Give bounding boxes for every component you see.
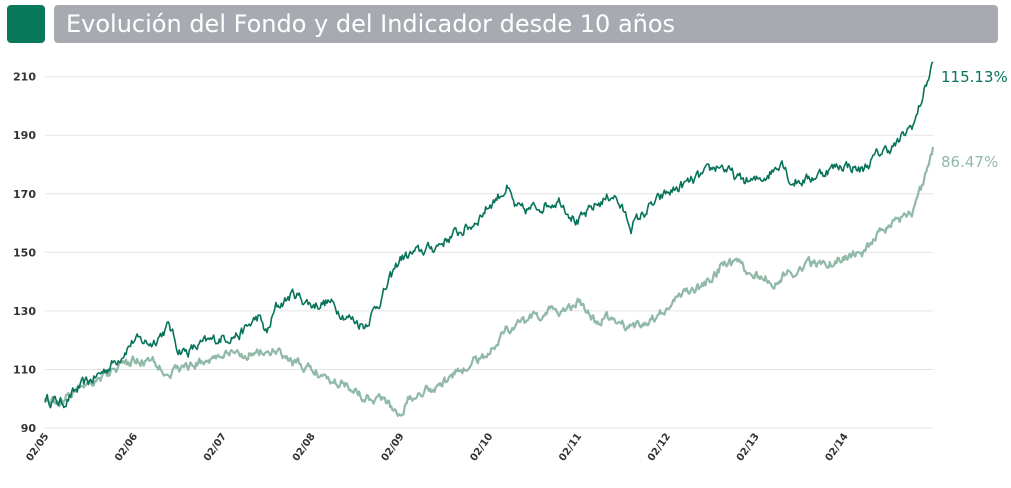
x-tick-label: 02/05 bbox=[24, 431, 51, 463]
x-axis: 02/05 02/06 02/07 02/08 02/09 02/10 02/11 02/12… bbox=[24, 431, 850, 463]
series-layer bbox=[44, 61, 935, 417]
x-tick-label: 02/08 bbox=[291, 431, 318, 463]
x-tick-label: 02/06 bbox=[113, 431, 140, 463]
y-tick-label: 190 bbox=[13, 129, 36, 142]
y-tick-label: 170 bbox=[13, 188, 36, 201]
index-end-label: 86.47% bbox=[941, 153, 998, 171]
x-tick-label: 02/13 bbox=[735, 431, 762, 463]
end-labels: 86.47% 115.13% bbox=[941, 68, 1008, 171]
y-tick-label: 110 bbox=[13, 363, 36, 376]
y-tick-label: 210 bbox=[13, 71, 36, 84]
x-tick-label: 02/12 bbox=[646, 431, 673, 463]
fund-end-label: 115.13% bbox=[941, 68, 1008, 86]
header-bar: Evolución del Fondo y del Indicador desd… bbox=[54, 5, 998, 43]
header-accent-square bbox=[7, 5, 45, 43]
y-tick-label: 130 bbox=[13, 305, 36, 318]
x-tick-label: 02/09 bbox=[380, 431, 407, 463]
x-tick-label: 02/10 bbox=[468, 431, 495, 463]
y-tick-label: 150 bbox=[13, 246, 36, 259]
chart-title: Evolución del Fondo y del Indicador desd… bbox=[66, 10, 676, 38]
y-tick-label: 90 bbox=[21, 422, 37, 435]
x-tick-label: 02/07 bbox=[202, 431, 229, 463]
fund-line bbox=[44, 61, 934, 409]
x-tick-label: 02/14 bbox=[824, 431, 851, 463]
index-line bbox=[44, 146, 935, 417]
y-axis: 90 110 130 150 170 190 210 bbox=[13, 71, 36, 435]
x-tick-label: 02/11 bbox=[557, 431, 584, 463]
grid-lines bbox=[45, 76, 933, 429]
